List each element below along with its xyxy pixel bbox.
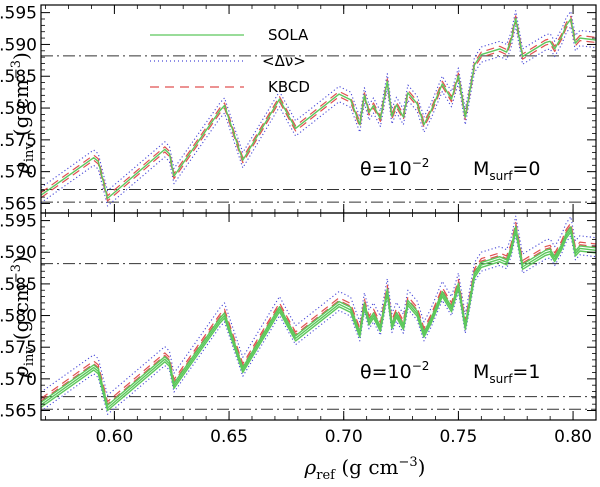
y-tick-label-top-3: 0.580	[0, 99, 37, 119]
annotation-bottom-msurf: Msurf=1	[473, 361, 540, 386]
y-tick-label-bottom-6: 0.595	[0, 212, 37, 232]
y-tick-label-bottom-4: 0.585	[0, 275, 37, 295]
annotation-bottom-theta: θ=10−2	[360, 359, 429, 383]
legend-kbcd-label: KBCD	[268, 78, 310, 96]
y-axis-label-bottom: ρinv(g cm−3)	[9, 256, 37, 379]
panel-bottom: 0.565 0.570 0.575 0.580 0.585 0.590 0.595 0.60 0…	[0, 212, 597, 447]
y-tick-label-bottom-2: 0.575	[0, 338, 37, 358]
series-kbcd-top-1	[40, 15, 597, 197]
annotation-top-msurf: Msurf=0	[473, 158, 540, 183]
y-tick-label-bottom-3: 0.580	[0, 307, 37, 327]
series-delta-top-0	[40, 25, 597, 207]
y-tick-label-top-2: 0.575	[0, 131, 37, 151]
series-kbcd-top-0	[40, 20, 597, 202]
x-tick-label-3: 0.75	[439, 427, 477, 447]
y-tick-label-bottom-0: 0.565	[0, 402, 37, 422]
y-tick-label-bottom-1: 0.570	[0, 370, 37, 390]
legend: SOLA <Δν> KBCD	[150, 26, 310, 96]
legend-delta-label: <Δν>	[262, 52, 306, 70]
x-axis-label: ρref (g cm−3)	[304, 455, 426, 483]
series-kbcd-bottom-0	[40, 224, 597, 405]
series-kbcd-bottom-1	[40, 221, 597, 403]
series-sola-bottom-2	[40, 225, 597, 407]
y-tick-label-top-0: 0.565	[0, 194, 37, 214]
y-tick-label-top-5: 0.590	[0, 35, 37, 55]
x-tick-label-1: 0.65	[210, 427, 248, 447]
y-tick-label-bottom-5: 0.590	[0, 243, 37, 263]
x-tick-label-0: 0.60	[95, 427, 133, 447]
x-tick-label-2: 0.70	[325, 427, 363, 447]
x-tick-label-4: 0.80	[554, 427, 592, 447]
legend-sola-label: SOLA	[268, 26, 309, 44]
series-delta-top-1	[40, 10, 597, 192]
series-sola-top-0	[40, 17, 597, 200]
y-tick-label-top-1: 0.570	[0, 163, 37, 183]
plot-area-bottom: 0.565 0.570 0.575 0.580 0.585 0.590 0.595 0.60 0…	[0, 212, 597, 447]
annotation-top-theta: θ=10−2	[360, 156, 429, 180]
plot-frame-bottom	[40, 212, 597, 421]
panel-top: 0.565 0.570 0.575 0.580 0.585 0.590 0.595 θ=10…	[0, 4, 597, 214]
y-tick-label-top-4: 0.585	[0, 67, 37, 87]
y-tick-label-top-6: 0.595	[0, 4, 37, 24]
plot-area-top: 0.565 0.570 0.575 0.580 0.585 0.590 0.595	[0, 4, 597, 214]
y-axis-label-top: ρinv(g cm−3)	[9, 52, 37, 175]
